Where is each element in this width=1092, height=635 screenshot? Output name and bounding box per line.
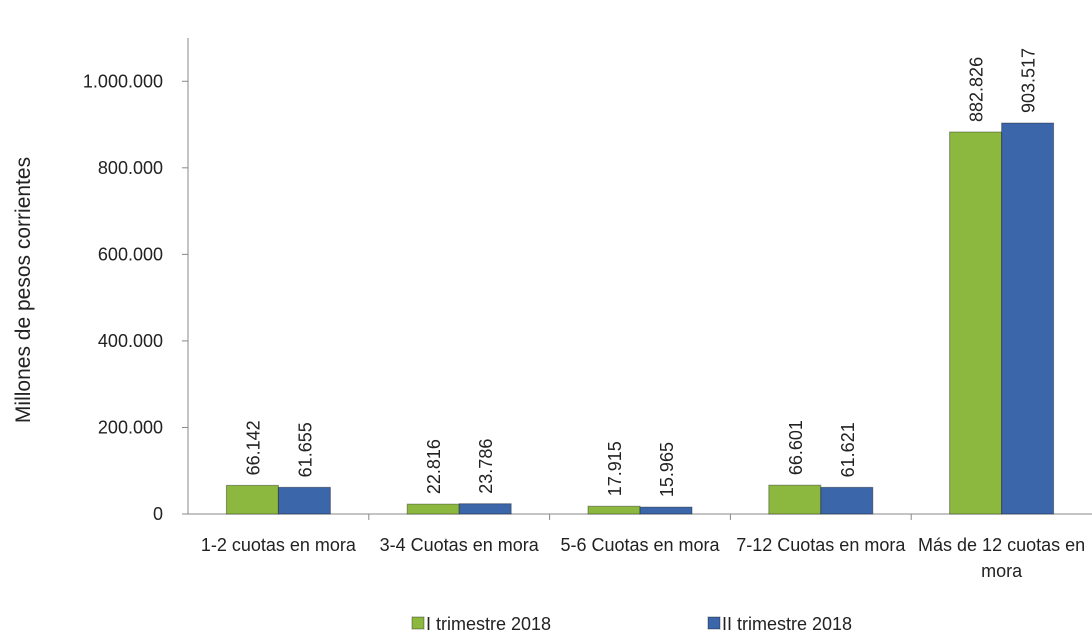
bar — [1001, 122, 1055, 515]
value-label: 882.826 — [967, 57, 987, 122]
value-label: 66.142 — [243, 420, 263, 475]
bar — [406, 503, 460, 515]
y-tick-label: 400.000 — [98, 331, 163, 351]
y-tick-label: 200.000 — [98, 417, 163, 437]
value-label: 903.517 — [1019, 48, 1039, 113]
bar — [587, 505, 641, 515]
bar — [639, 506, 693, 515]
y-tick-label: 600.000 — [98, 244, 163, 264]
x-tick-label: Más de 12 cuotas en mora — [918, 535, 1086, 581]
legend-swatch — [411, 616, 425, 630]
legend-label: II trimestre 2018 — [722, 614, 852, 634]
bar — [458, 503, 512, 515]
y-tick-label: 0 — [153, 504, 163, 524]
legend-label: I trimestre 2018 — [426, 614, 551, 634]
bar — [820, 486, 874, 515]
legend-swatch — [707, 616, 721, 630]
bar — [277, 486, 331, 515]
y-tick-label: 1.000.000 — [83, 71, 163, 91]
value-label: 15.965 — [657, 442, 677, 497]
x-tick-label: 1-2 cuotas en mora — [200, 535, 356, 555]
value-label: 66.601 — [786, 420, 806, 475]
value-label: 61.655 — [295, 422, 315, 477]
x-tick-label: 7-12 Cuotas en mora — [736, 535, 906, 555]
value-label: 23.786 — [476, 439, 496, 494]
y-tick-label: 800.000 — [98, 158, 163, 178]
bar — [768, 484, 822, 515]
x-tick-label: 5-6 Cuotas en mora — [560, 535, 720, 555]
value-label: 61.621 — [838, 422, 858, 477]
bar — [949, 131, 1003, 515]
bar — [225, 484, 279, 515]
x-tick-label: 3-4 Cuotas en mora — [379, 535, 539, 555]
y-axis-label: Millones de pesos corrientes — [12, 157, 35, 423]
value-label: 22.816 — [424, 439, 444, 494]
value-label: 17.915 — [605, 441, 625, 496]
